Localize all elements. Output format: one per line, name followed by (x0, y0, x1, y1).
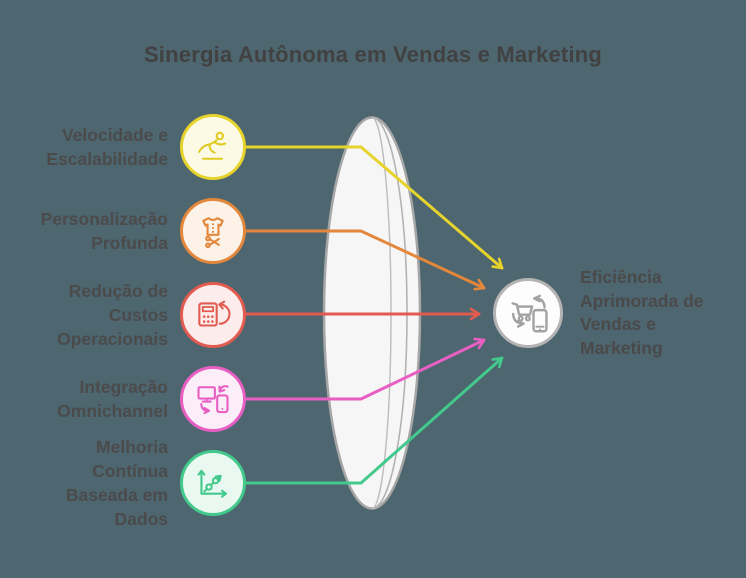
benefit-label-personalizacao: Personalização Profunda (40, 209, 168, 253)
benefit-label-melhoria: Melhoria Contínua Baseada em Dados (65, 437, 168, 529)
flow-arrow-velocidade (244, 145, 504, 270)
benefit-icon-circle-personalizacao (180, 198, 246, 264)
cart-phone-sync-icon (511, 294, 548, 333)
flow-arrow-melhoria (244, 356, 504, 485)
benefit-label-velocidade: Velocidade e Escalabilidade (46, 125, 168, 169)
benefit-icon-circle-melhoria (180, 450, 246, 516)
tailored-shirt-scissors-icon (202, 217, 224, 249)
growth-chart-icon (197, 469, 228, 498)
benefit-label-integracao: Integração Omnichannel (57, 377, 168, 421)
benefit-icon-circle-reducao-custos (180, 282, 246, 348)
flow-arrow-integracao (244, 337, 486, 401)
result-label: Eficiência Aprimorada de Vendas e Market… (580, 267, 704, 358)
diagram-title: Sinergia Autônoma em Vendas e Marketing (143, 42, 603, 67)
benefit-icon-circle-integracao (180, 366, 246, 432)
flow-arrow-personalizacao (244, 229, 486, 291)
benefit-icon-circle-velocidade (180, 114, 246, 180)
calculator-refresh-icon (198, 300, 231, 327)
monitor-phone-sync-icon (197, 385, 229, 415)
leaping-person-icon (198, 131, 227, 160)
benefit-label-reducao-custos: Redução de Custos Operacionais (57, 281, 168, 349)
result-icon-circle (493, 278, 563, 348)
